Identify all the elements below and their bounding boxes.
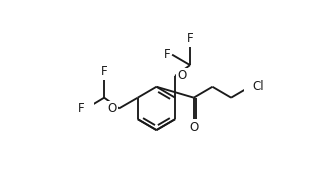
Text: F: F — [78, 102, 84, 115]
Text: O: O — [177, 69, 186, 82]
Text: Cl: Cl — [252, 80, 264, 93]
Text: F: F — [163, 48, 170, 61]
Text: F: F — [187, 32, 193, 45]
Text: O: O — [108, 102, 117, 115]
Text: O: O — [189, 121, 198, 134]
Text: F: F — [101, 64, 108, 78]
